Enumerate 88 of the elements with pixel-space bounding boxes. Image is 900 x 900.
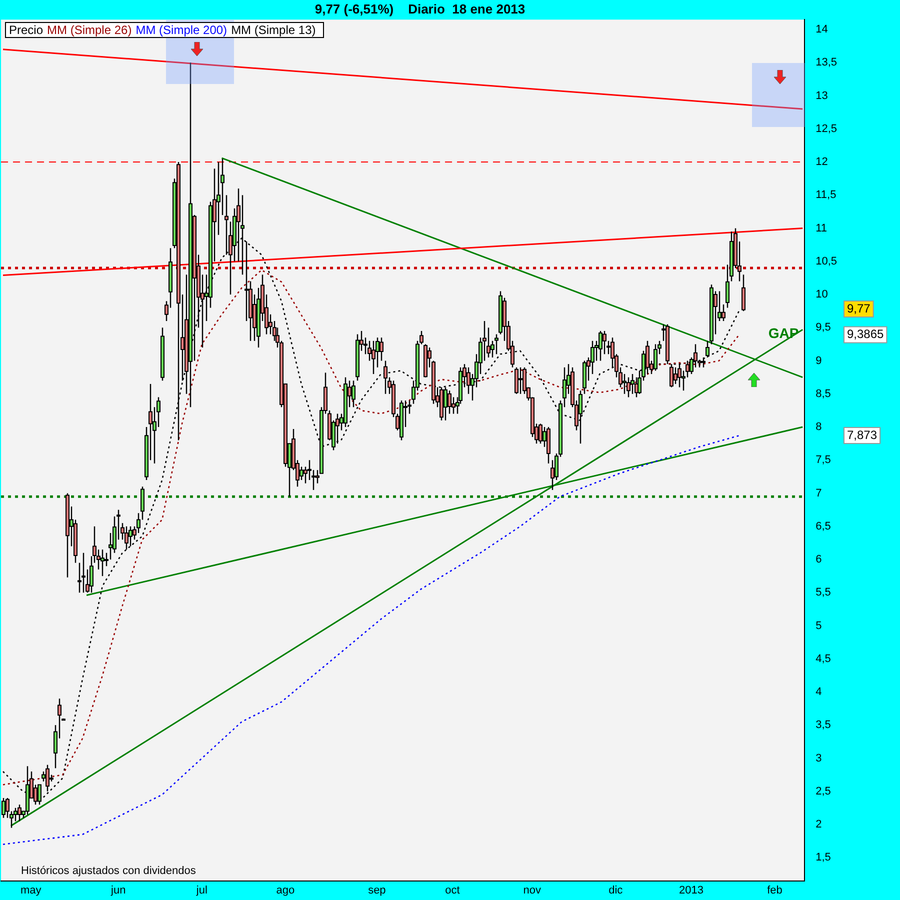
annotation: Históricos ajustados con dividendos — [21, 864, 196, 877]
candlestick — [256, 287, 260, 348]
y-tick-label: 6,5 — [816, 520, 831, 532]
candlestick — [408, 400, 412, 414]
candlestick — [156, 396, 160, 428]
y-tick-label: 9,5 — [816, 322, 831, 334]
candlestick — [46, 764, 50, 792]
x-tick-label: ago — [276, 884, 295, 896]
y-tick-label: 11 — [816, 222, 828, 234]
y-tick-label: 9 — [816, 354, 822, 367]
text: MM (Simple 13) — [231, 22, 316, 37]
candlestick — [702, 356, 706, 368]
candlestick — [18, 804, 22, 822]
candlestick — [42, 770, 46, 782]
y-tick-label: 13,5 — [816, 56, 838, 69]
candlestick — [678, 363, 682, 388]
y-tick-label: 7 — [816, 487, 822, 500]
candlestick — [82, 552, 86, 594]
candlestick — [670, 363, 674, 388]
candlestick — [304, 466, 308, 484]
y-tick-label: 1,5 — [816, 852, 831, 864]
candlestick — [78, 562, 82, 594]
x-tick-label: may — [20, 884, 42, 896]
candlestick — [376, 336, 380, 368]
candlestick — [216, 161, 220, 236]
y-tick-label: 12 — [816, 156, 828, 168]
chart-title: 9,77 (-6,51%) Diario 18 ene 2013 — [314, 1, 526, 16]
candlestick — [300, 466, 304, 481]
candlestick — [578, 390, 582, 444]
candlestick — [448, 390, 452, 414]
text: 7,873 — [847, 428, 878, 442]
candlestick — [522, 366, 526, 394]
candlestick — [742, 274, 746, 312]
candlestick — [538, 423, 542, 444]
y-tick-label: 11,5 — [816, 189, 836, 202]
legend-title: Precio — [9, 22, 44, 37]
line-series — [2, 434, 740, 846]
y-tick-label: 4,5 — [816, 652, 831, 665]
x-tick-label: 2013 — [678, 884, 704, 896]
x-tick-label: jun — [110, 884, 126, 896]
candlestick — [86, 568, 90, 594]
y-tick-label: 3,5 — [816, 719, 831, 732]
candlestick — [690, 356, 694, 375]
y-tick-label: 6 — [816, 554, 822, 566]
y-tick-label: 5 — [816, 620, 822, 632]
candlestick — [514, 366, 518, 394]
y-tick-label: 7,5 — [816, 454, 831, 466]
x-tick-label: oct — [445, 884, 460, 896]
candlestick — [686, 360, 690, 378]
candlestick — [244, 240, 248, 322]
x-tick-label: feb — [767, 884, 782, 896]
x-tick-label: jul — [195, 884, 208, 896]
candlestick — [486, 327, 490, 358]
candlestick — [380, 336, 384, 362]
candlestick — [518, 366, 522, 394]
y-tick-label: 10,5 — [816, 255, 838, 268]
candlestick — [2, 797, 6, 818]
y-tick-label: 8 — [816, 421, 822, 434]
y-tick-label: 14 — [816, 24, 828, 36]
candlestick — [598, 330, 602, 362]
y-tick-label: 4 — [816, 686, 822, 698]
y-tick-label: 2 — [816, 818, 822, 831]
x-tick-label: sep — [368, 884, 386, 896]
candlestick — [220, 158, 224, 216]
x-tick-label: nov — [523, 884, 542, 896]
y-tick-label: 5,5 — [816, 586, 831, 599]
candlestick — [478, 336, 482, 375]
y-tick-label: 10 — [816, 288, 828, 301]
y-tick-label: 3 — [816, 752, 822, 764]
text: MM (Simple 26) — [47, 22, 132, 37]
candlestick — [494, 334, 498, 355]
y-tick-label: 13 — [816, 90, 828, 102]
y-tick-label: 12,5 — [816, 122, 838, 135]
y-tick-label: 8,5 — [816, 388, 831, 400]
y-tick-label: 2,5 — [816, 785, 831, 798]
candlestick — [372, 340, 376, 375]
candlestick — [602, 330, 606, 355]
text: 9,3865 — [847, 327, 884, 342]
candlestick — [128, 526, 132, 547]
candlestick — [654, 344, 658, 372]
annotation: GAP — [768, 325, 799, 342]
candlestick — [722, 304, 726, 322]
candlestick — [308, 460, 312, 481]
text: MM (Simple 200) — [136, 22, 228, 37]
candlestick — [674, 366, 678, 385]
text: 9,77 — [847, 301, 871, 316]
candlestick — [444, 386, 448, 421]
x-tick-label: dic — [608, 884, 624, 896]
